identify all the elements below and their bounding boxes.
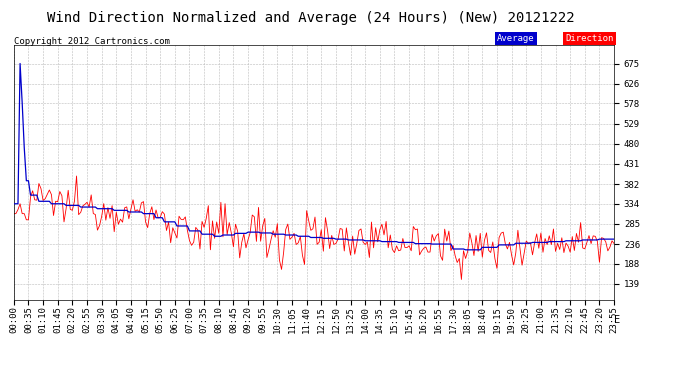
Text: E: E xyxy=(614,315,620,325)
Text: Copyright 2012 Cartronics.com: Copyright 2012 Cartronics.com xyxy=(14,38,170,46)
Text: Average: Average xyxy=(497,34,535,43)
Text: Direction: Direction xyxy=(566,34,614,43)
Text: Wind Direction Normalized and Average (24 Hours) (New) 20121222: Wind Direction Normalized and Average (2… xyxy=(47,11,574,25)
